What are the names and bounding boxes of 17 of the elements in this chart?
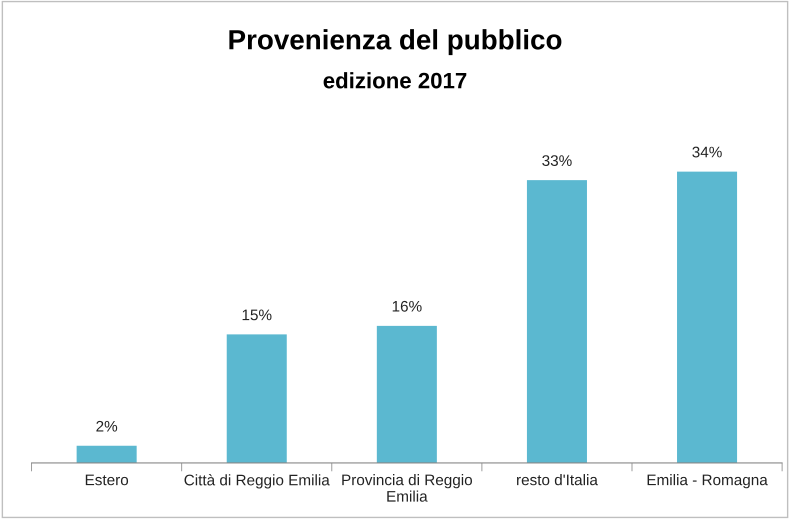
x-tick-label: Estero [86, 474, 128, 486]
data-label: 2% [96, 420, 118, 432]
bar [226, 334, 287, 463]
bar [376, 326, 437, 463]
x-tick-label: Città di Reggio Emilia [184, 474, 330, 488]
data-label: 34% [692, 146, 722, 158]
chart-subtitle: edizione 2017 [324, 72, 466, 88]
chart-title: Provenienza del pubblico [229, 29, 562, 56]
x-tick-label: Provincia di Reggio Emilia [342, 474, 472, 502]
bar [526, 180, 587, 463]
data-label: 15% [242, 310, 272, 320]
x-tick-label: resto d'Italia [517, 474, 598, 486]
x-tick-label: Emilia - Romagna [648, 474, 768, 488]
bar [76, 446, 137, 463]
data-label: 33% [542, 155, 572, 166]
data-label: 16% [392, 300, 422, 312]
bar [677, 172, 738, 463]
